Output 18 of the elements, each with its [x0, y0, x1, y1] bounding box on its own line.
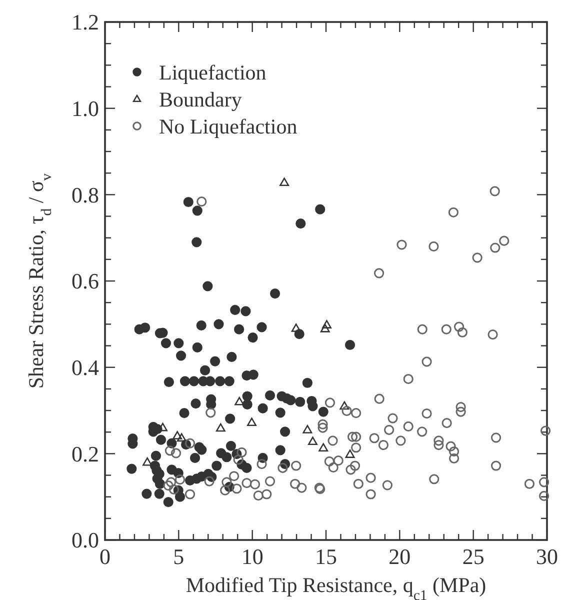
x-tick-label: 5 [173, 544, 184, 569]
x-tick-label: 25 [462, 544, 484, 569]
x-axis-title: Modified Tip Resistance, q$_{c1}$ (MPa) [186, 573, 486, 600]
legend-label: Liquefaction [159, 60, 267, 84]
x-tick-label: 0 [100, 544, 110, 569]
y-tick-label: 0.6 [72, 268, 99, 294]
y-tick-label: 0.0 [72, 528, 99, 553]
y-tick-label: 1.0 [72, 96, 99, 122]
x-tick-label: 10 [241, 544, 264, 569]
x-tick-label: 20 [388, 544, 411, 569]
x-tick-label: 15 [315, 544, 337, 569]
legend-label: Boundary [159, 87, 242, 112]
y-tick-label: 0.4 [72, 355, 99, 380]
y-tick-label: 0.8 [72, 182, 99, 208]
y-tick-label: 1.2 [72, 10, 99, 35]
legend-label: No Liquefaction [159, 114, 298, 138]
y-tick-label: 0.2 [72, 441, 99, 466]
x-tick-label: 30 [536, 544, 558, 569]
